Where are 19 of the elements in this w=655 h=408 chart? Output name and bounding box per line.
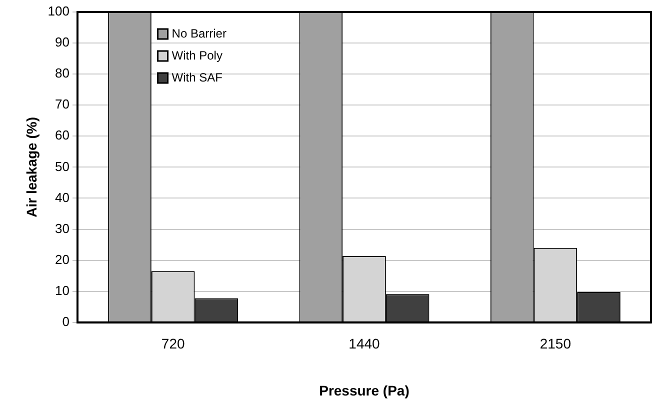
- x-tick-label: 2150: [540, 336, 572, 352]
- y-tick-label: 10: [55, 282, 70, 298]
- x-axis-title: Pressure (Pa): [319, 382, 410, 398]
- y-tick-label: 50: [55, 158, 70, 174]
- y-tick-label: 90: [55, 34, 70, 50]
- legend-label: With SAF: [172, 70, 222, 84]
- y-tick-label: 20: [55, 252, 70, 267]
- y-tick-label: 70: [55, 96, 70, 112]
- x-tick-label: 720: [161, 336, 185, 352]
- legend-label: With Poly: [172, 48, 222, 62]
- y-tick-label: 0: [62, 314, 70, 329]
- y-axis-title: Air leakage (%): [23, 117, 40, 218]
- x-tick-label: 1440: [348, 336, 380, 352]
- y-tick-label: 80: [55, 66, 70, 81]
- legend-label: No Barrier: [172, 26, 226, 40]
- y-tick-label: 60: [55, 128, 70, 143]
- y-tick-label: 30: [55, 220, 70, 236]
- y-tick-label: 100: [48, 4, 70, 19]
- y-tick-label: 40: [55, 190, 70, 205]
